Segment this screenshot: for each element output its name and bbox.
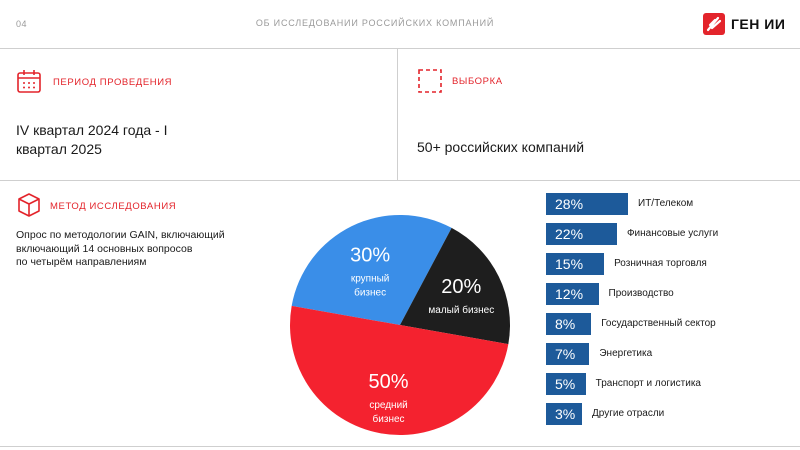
industry-label: Розничная торговля <box>614 258 707 269</box>
industry-bar: 15% <box>546 253 605 275</box>
industry-label: Государственный сектор <box>601 318 716 329</box>
cube-icon <box>16 192 42 218</box>
industry-label: Финансовые услуги <box>626 228 719 239</box>
pie-slice-name-label: бизнес <box>373 413 405 425</box>
period-line-2: квартал 2025 <box>16 141 102 157</box>
divider-vertical <box>397 48 398 180</box>
method-line-2: включающий 14 основных вопросов <box>16 242 193 255</box>
industry-label: Транспорт и логистика <box>595 378 701 389</box>
industry-bar: 22% <box>546 223 617 245</box>
industry-bar: 5% <box>546 373 586 395</box>
pie-slice <box>290 305 509 435</box>
industry-bar: 3% <box>546 403 582 425</box>
pie-slice-value-label: 20% <box>441 276 481 298</box>
industry-label: ИТ/Телеком <box>638 198 694 209</box>
divider-bottom <box>0 446 800 447</box>
method-title: МЕТОД ИССЛЕДОВАНИЯ <box>50 201 177 212</box>
sample-title: ВЫБОРКА <box>452 76 503 87</box>
pie-slice-name-label: средний <box>369 400 407 411</box>
method-line-1: Опрос по методологии GAIN, включающий <box>16 229 225 241</box>
method-description: Опрос по методологии GAIN, включающий вк… <box>16 229 246 270</box>
logo-text: ГЕН ИИ <box>731 16 786 32</box>
pie-slice-value-label: 50% <box>369 371 409 393</box>
industry-bar: 12% <box>546 283 599 305</box>
industry-label: Производство <box>608 288 674 299</box>
pie-slice-name-label: крупный <box>351 274 390 285</box>
method-line-3: по четырём направлениям <box>16 256 147 268</box>
pie-slice-name-label: малый бизнес <box>428 304 494 316</box>
page-title: ОБ ИССЛЕДОВАНИИ РОССИЙСКИХ КОМПАНИЙ <box>255 18 495 28</box>
industry-bar: 28% <box>546 193 628 215</box>
industry-bar: 7% <box>546 343 590 365</box>
period-line-1: IV квартал 2024 года - I <box>16 122 168 138</box>
pie-slice <box>291 215 452 325</box>
pie-slice <box>400 227 510 345</box>
dashed-square-icon <box>417 68 443 94</box>
industry-label: Другие отрасли <box>592 408 665 419</box>
calendar-icon <box>16 68 42 94</box>
sample-value: 50+ российских компаний <box>417 139 585 155</box>
industry-label: Энергетика <box>599 348 653 359</box>
period-title: ПЕРИОД ПРОВЕДЕНИЯ <box>53 77 173 88</box>
slide-number: 04 <box>16 19 28 29</box>
divider-middle <box>0 180 800 181</box>
pie-slice-name-label: бизнес <box>354 287 386 299</box>
industry-bar: 8% <box>546 313 592 335</box>
logo-mark-icon <box>703 13 725 35</box>
divider-top <box>0 48 800 49</box>
pie-slice-value-label: 30% <box>350 245 390 267</box>
logo: ГЕН ИИ <box>703 13 785 35</box>
